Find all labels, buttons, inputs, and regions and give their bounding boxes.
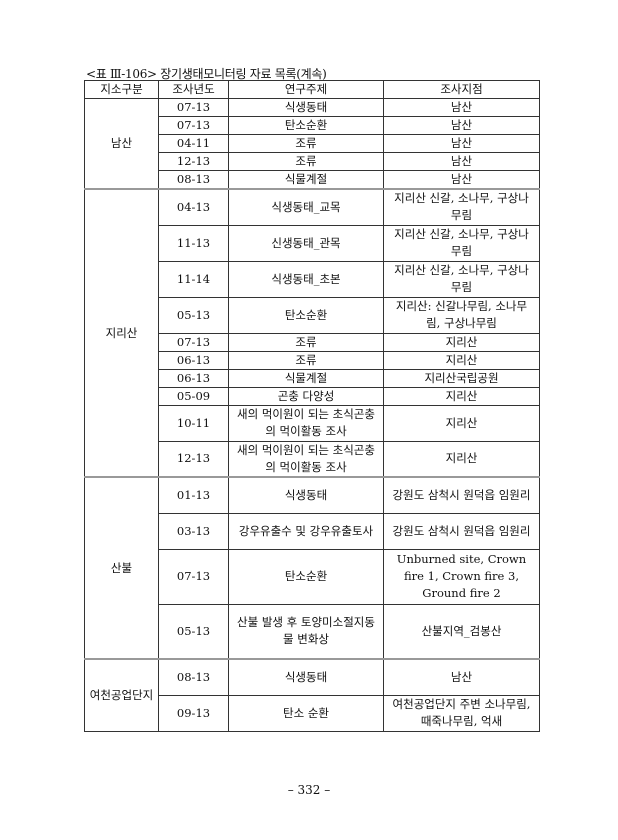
branch-cell: 산불 (84, 476, 159, 660)
site-cell: Unburned site, Crown fire 1, Crown fire … (383, 548, 540, 605)
table-header-row: 지소구분 조사년도 연구주제 조사지점 (84, 80, 540, 99)
topic-cell: 산불 발생 후 토양미소절지동물 변화상 (228, 603, 384, 660)
topic-cell: 탄소순환 (228, 116, 384, 135)
site-cell: 지리산 (383, 350, 540, 370)
table-row: 09-13 탄소 순환 여천공업단지 주변 소나무림, 때죽나무림, 억새 (85, 694, 540, 732)
site-cell: 지리산 (383, 440, 540, 478)
site-cell: 남산 (383, 98, 540, 117)
table-row: 05-09 곤충 다양성 지리산 (85, 386, 540, 406)
table-row: 07-13 탄소순환 Unburned site, Crown fire 1, Cr… (85, 548, 540, 605)
year-cell: 08-13 (158, 170, 229, 190)
year-cell: 04-13 (158, 188, 229, 226)
topic-cell: 식생동태 (228, 658, 384, 696)
table-caption: <표 Ⅲ-106> 장기생태모니터링 자료 목록(계속) (86, 67, 327, 81)
branch-cell: 여천공업단지 (84, 658, 159, 732)
topic-cell: 신생동태_관목 (228, 224, 384, 262)
topic-cell: 식생동태_초본 (228, 260, 384, 298)
site-cell: 남산 (383, 152, 540, 171)
topic-cell: 조류 (228, 350, 384, 370)
topic-cell: 새의 먹이원이 되는 초식곤충의 먹이활동 조사 (228, 404, 384, 442)
table-row: 여천공업단지 08-13 식생동태 남산 (84, 658, 540, 732)
header-site: 조사지점 (383, 80, 540, 99)
table-body: 남산 07-13 식생동태 남산 07-13 탄소순환 남산 04-11 조류 남산 12-13 조류… (84, 98, 540, 732)
site-cell: 지리산 신갈, 소나무, 구상나무림 (383, 188, 540, 226)
table-row: 지리산 04-13 식생동태_교목 지리산 신갈, 소나무, 구상나무림 (84, 188, 540, 478)
table-row: 08-13 식물계절 남산 (85, 170, 540, 190)
site-cell: 지리산 (383, 386, 540, 406)
year-cell: 01-13 (158, 476, 229, 514)
year-cell: 05-13 (158, 603, 229, 660)
site-cell: 여천공업단지 주변 소나무림, 때죽나무림, 억새 (383, 694, 540, 732)
topic-cell: 조류 (228, 332, 384, 352)
site-cell: 지리산국립공원 (383, 368, 540, 388)
branch-cell: 남산 (84, 98, 159, 190)
topic-cell: 새의 먹이원이 되는 초식곤충의 먹이활동 조사 (228, 440, 384, 478)
table-row: 05-13 탄소순환 지리산: 신갈나무림, 소나무림, 구상나무림 (85, 296, 540, 334)
year-cell: 05-09 (158, 386, 229, 406)
table-row: 12-13 새의 먹이원이 되는 초식곤충의 먹이활동 조사 지리산 (85, 440, 540, 478)
table-row: 12-13 조류 남산 (85, 152, 540, 171)
topic-cell: 탄소 순환 (228, 694, 384, 732)
year-cell: 05-13 (158, 296, 229, 334)
header-topic: 연구주제 (228, 80, 384, 99)
year-cell: 12-13 (158, 440, 229, 478)
page-number: – 332 – (287, 783, 331, 797)
site-cell: 남산 (383, 116, 540, 135)
table-row: 07-13 탄소순환 남산 (85, 116, 540, 135)
table-row: 04-11 조류 남산 (85, 134, 540, 153)
year-cell: 08-13 (158, 658, 229, 696)
header-branch: 지소구분 (84, 80, 159, 99)
year-cell: 11-13 (158, 224, 229, 262)
year-cell: 09-13 (158, 694, 229, 732)
year-cell: 07-13 (158, 98, 229, 117)
site-cell: 남산 (383, 658, 540, 696)
year-cell: 03-13 (158, 512, 229, 550)
year-cell: 04-11 (158, 134, 229, 153)
site-cell: 강원도 삼척시 원덕읍 임원리 (383, 476, 540, 514)
topic-cell: 강우유출수 및 강우유출토사 (228, 512, 384, 550)
site-cell: 강원도 삼척시 원덕읍 임원리 (383, 512, 540, 550)
site-cell: 지리산 신갈, 소나무, 구상나무림 (383, 224, 540, 262)
topic-cell: 곤충 다양성 (228, 386, 384, 406)
topic-cell: 식생동태_교목 (228, 188, 384, 226)
topic-cell: 식물계절 (228, 368, 384, 388)
topic-cell: 식생동태 (228, 98, 384, 117)
table-row: 남산 07-13 식생동태 남산 (84, 98, 540, 190)
site-cell: 남산 (383, 134, 540, 153)
table-row: 11-13 신생동태_관목 지리산 신갈, 소나무, 구상나무림 (85, 224, 540, 262)
site-cell: 지리산 (383, 332, 540, 352)
year-cell: 07-13 (158, 548, 229, 605)
topic-cell: 탄소순환 (228, 548, 384, 605)
year-cell: 07-13 (158, 116, 229, 135)
year-cell: 12-13 (158, 152, 229, 171)
site-cell: 지리산 신갈, 소나무, 구상나무림 (383, 260, 540, 298)
site-cell: 산불지역_검봉산 (383, 603, 540, 660)
table-row: 10-11 새의 먹이원이 되는 초식곤충의 먹이활동 조사 지리산 (85, 404, 540, 442)
site-cell: 남산 (383, 170, 540, 190)
table-row: 06-13 식물계절 지리산국립공원 (85, 368, 540, 388)
topic-cell: 조류 (228, 134, 384, 153)
table-row: 03-13 강우유출수 및 강우유출토사 강원도 삼척시 원덕읍 임원리 (85, 512, 540, 550)
table-row: 산불 01-13 식생동태 강원도 삼척시 원덕읍 임원리 (84, 476, 540, 660)
year-cell: 06-13 (158, 350, 229, 370)
table-row: 05-13 산불 발생 후 토양미소절지동물 변화상 산불지역_검봉산 (85, 603, 540, 660)
site-cell: 지리산: 신갈나무림, 소나무림, 구상나무림 (383, 296, 540, 334)
branch-cell: 지리산 (84, 188, 159, 478)
topic-cell: 식생동태 (228, 476, 384, 514)
monitoring-data-table: 지소구분 조사년도 연구주제 조사지점 남산 07-13 식생동태 남산 07-13 탄소… (84, 80, 540, 732)
topic-cell: 탄소순환 (228, 296, 384, 334)
year-cell: 06-13 (158, 368, 229, 388)
topic-cell: 식물계절 (228, 170, 384, 190)
header-year: 조사년도 (158, 80, 229, 99)
site-cell: 지리산 (383, 404, 540, 442)
year-cell: 10-11 (158, 404, 229, 442)
year-cell: 07-13 (158, 332, 229, 352)
topic-cell: 조류 (228, 152, 384, 171)
year-cell: 11-14 (158, 260, 229, 298)
